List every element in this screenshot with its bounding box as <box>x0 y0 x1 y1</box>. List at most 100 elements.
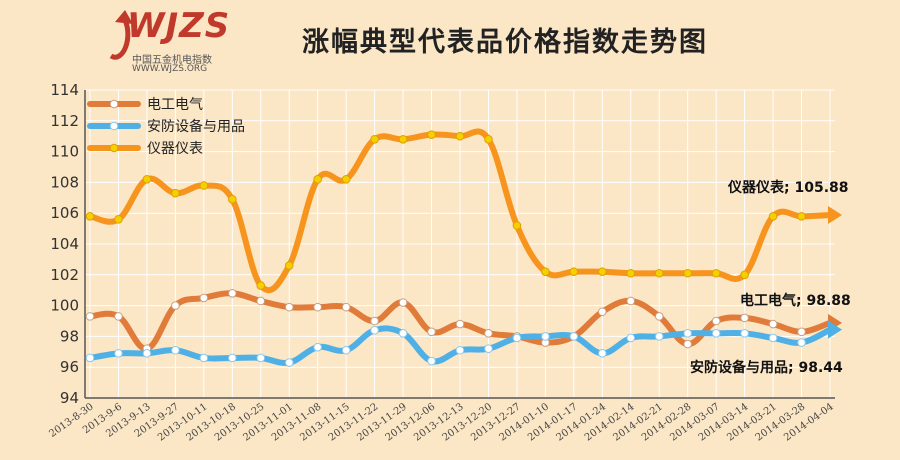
y-tick-label: 94 <box>60 389 79 407</box>
data-point <box>256 353 266 363</box>
data-point <box>427 327 436 337</box>
legend-marker-instrument <box>109 143 119 153</box>
data-point <box>256 281 266 290</box>
data-point <box>455 345 465 355</box>
data-point <box>626 268 636 278</box>
data-point <box>370 325 379 335</box>
y-tick-label: 104 <box>50 235 79 253</box>
data-point <box>284 261 294 270</box>
data-point <box>740 270 749 280</box>
data-point <box>654 332 664 341</box>
end-label-instrument: 仪器仪表; 105.88 <box>727 179 849 196</box>
data-point <box>797 338 806 347</box>
data-point <box>313 342 322 352</box>
data-point <box>484 329 493 338</box>
data-point <box>142 349 152 358</box>
y-tick-label: 114 <box>50 81 79 99</box>
data-point <box>711 329 721 338</box>
legend-marker-security <box>109 121 119 131</box>
y-tick-label: 112 <box>50 112 79 130</box>
y-tick-label: 100 <box>50 297 79 315</box>
legend-marker-electrical <box>109 99 119 109</box>
data-point <box>398 134 408 144</box>
legend-label-electrical: 电工电气 <box>147 97 203 113</box>
data-point <box>341 175 351 184</box>
data-point <box>398 298 408 307</box>
data-point <box>284 302 294 312</box>
data-point <box>85 353 95 363</box>
series-arrow-instrument <box>828 206 842 225</box>
data-point <box>455 319 465 329</box>
x-tick-label: 2014-04-04 <box>782 401 836 443</box>
series-instrument <box>85 128 842 294</box>
data-point <box>569 267 579 277</box>
end-label-electrical: 电工电气; 98.88 <box>740 292 851 309</box>
data-point <box>427 130 436 139</box>
data-point <box>598 307 607 317</box>
data-point <box>199 353 209 363</box>
data-point <box>142 175 152 184</box>
data-point <box>228 353 237 363</box>
data-point <box>598 349 607 358</box>
data-point <box>256 296 266 306</box>
data-point <box>740 313 749 323</box>
data-point <box>313 175 322 184</box>
data-point <box>654 268 664 278</box>
data-point <box>598 267 607 277</box>
data-point <box>484 134 493 144</box>
data-point <box>427 356 436 366</box>
y-tick-label: 108 <box>50 173 79 191</box>
data-point <box>455 131 465 141</box>
data-point <box>370 316 379 326</box>
chart-title: 涨幅典型代表品价格指数走势图 <box>302 27 708 58</box>
data-point <box>313 302 322 312</box>
logo-url: WWW.WJZS.ORG <box>132 64 208 74</box>
data-point <box>114 312 123 321</box>
data-point <box>740 329 749 338</box>
data-point <box>654 312 664 321</box>
data-point <box>626 333 636 343</box>
data-point <box>512 221 522 230</box>
data-point <box>797 211 806 221</box>
y-tick-label: 102 <box>50 266 79 284</box>
y-tick-label: 110 <box>50 143 79 161</box>
data-point <box>114 349 123 358</box>
series-security <box>85 320 842 367</box>
data-point <box>199 181 209 190</box>
data-point <box>541 267 550 277</box>
data-point <box>484 344 493 354</box>
data-point <box>114 215 123 224</box>
data-point <box>683 329 692 338</box>
data-point <box>512 333 522 343</box>
data-point <box>341 302 351 312</box>
data-point <box>711 268 721 278</box>
data-point <box>284 358 294 367</box>
data-point <box>199 293 209 303</box>
logo-arrow-icon <box>109 10 133 60</box>
data-point <box>768 211 778 221</box>
y-tick-label: 98 <box>60 327 79 345</box>
data-point <box>541 332 550 341</box>
data-point <box>797 327 806 337</box>
logo-name: 中国五金机电指数 <box>132 55 212 66</box>
legend-label-security: 安防设备与用品 <box>147 118 245 135</box>
data-point <box>398 329 408 338</box>
data-point <box>370 134 379 144</box>
data-point <box>683 268 692 278</box>
data-point <box>768 333 778 343</box>
series-electrical <box>85 288 842 354</box>
data-point <box>341 345 351 355</box>
data-point <box>171 301 180 310</box>
data-point <box>569 332 579 341</box>
series-arrow-security <box>828 320 842 339</box>
data-point <box>228 288 237 298</box>
data-point <box>683 339 692 349</box>
data-point <box>228 195 237 204</box>
y-tick-label: 106 <box>50 204 79 222</box>
data-point <box>171 345 180 355</box>
data-point <box>85 211 95 221</box>
y-tick-label: 96 <box>60 358 79 376</box>
data-point <box>768 319 778 329</box>
logo-mark: WJZS <box>127 6 231 46</box>
